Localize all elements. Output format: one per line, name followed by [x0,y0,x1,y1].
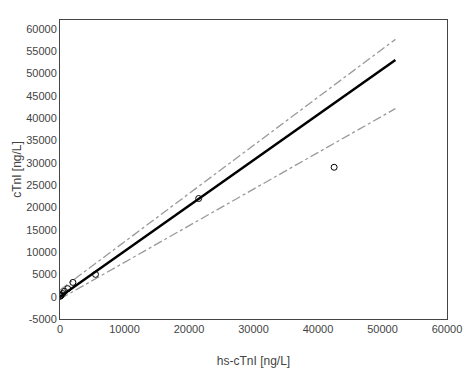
svg-text:10000: 10000 [109,323,140,335]
svg-text:20000: 20000 [26,201,57,213]
svg-text:50000: 50000 [26,67,57,79]
svg-text:0: 0 [51,291,57,303]
svg-text:30000: 30000 [238,323,269,335]
svg-text:30000: 30000 [26,157,57,169]
svg-text:25000: 25000 [26,179,57,191]
svg-text:hs-cTnI [ng/L]: hs-cTnI [ng/L] [217,354,290,368]
svg-text:40000: 40000 [26,112,57,124]
svg-text:60000: 60000 [432,323,463,335]
svg-text:15000: 15000 [26,224,57,236]
svg-text:10000: 10000 [26,246,57,258]
svg-text:35000: 35000 [26,134,57,146]
svg-text:40000: 40000 [303,323,334,335]
svg-text:45000: 45000 [26,90,57,102]
svg-text:60000: 60000 [26,23,57,35]
svg-text:cTnI [ng/L]: cTnI [ng/L] [10,141,24,198]
svg-text:0: 0 [57,323,63,335]
svg-text:-5000: -5000 [29,313,57,325]
svg-text:20000: 20000 [174,323,205,335]
svg-text:55000: 55000 [26,45,57,57]
svg-text:50000: 50000 [367,323,398,335]
svg-text:5000: 5000 [32,268,56,280]
